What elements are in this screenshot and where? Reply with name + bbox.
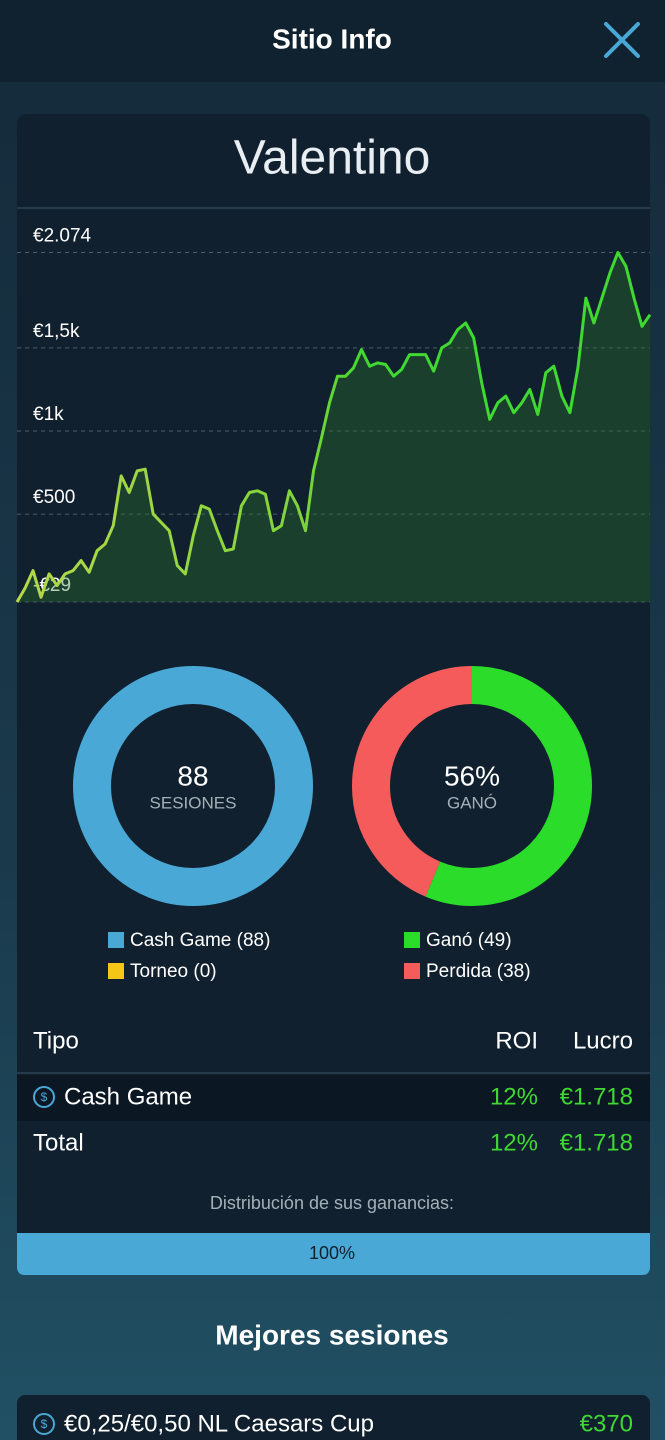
y-tick-label: €1k (33, 404, 64, 425)
total-roi: 12% (490, 1129, 538, 1156)
line-series (15, 251, 652, 603)
table-header: ROI (495, 1027, 538, 1054)
header-bar (0, 0, 665, 82)
session-name: €0,25/€0,50 NL Caesars Cup (64, 1410, 374, 1437)
profit-chart: -€29€500€1k€1,5k€2.074 (15, 226, 652, 603)
distribution-bar: 100% (17, 1233, 650, 1275)
legend-label: Ganó (49) (426, 930, 512, 951)
section-title: Mejores sesiones (215, 1319, 448, 1350)
table-header: Lucro (573, 1027, 633, 1054)
y-tick-label: €2.074 (33, 226, 92, 247)
distribution-value: 100% (309, 1243, 355, 1263)
y-tick-label: €500 (33, 487, 75, 508)
info-card (17, 114, 650, 1275)
total-profit: €1.718 (560, 1129, 633, 1156)
donut-center-value: 56% (444, 760, 500, 791)
header-title: Sitio Info (272, 23, 392, 54)
session-card[interactable] (17, 1395, 650, 1440)
legend-label: Torneo (0) (130, 961, 217, 982)
legend-label: Perdida (38) (426, 961, 531, 982)
dollar-icon (33, 1086, 55, 1108)
line-area (17, 252, 650, 602)
table-row (17, 1075, 650, 1121)
dollar-icon-glyph: $ (41, 1417, 48, 1431)
dollar-icon (33, 1413, 55, 1435)
legend-swatch (404, 963, 420, 979)
row-profit: €1.718 (560, 1083, 633, 1110)
close-button[interactable] (604, 22, 640, 58)
donut-center-label: GANÓ (447, 793, 497, 812)
session-amount: €370 (580, 1410, 633, 1437)
table-header: Tipo (33, 1027, 79, 1054)
row-roi: 12% (490, 1083, 538, 1110)
legend-label: Cash Game (88) (130, 930, 270, 951)
legend-swatch (108, 963, 124, 979)
donut-center-value: 88 (177, 760, 208, 791)
donut-center-label: SESIONES (150, 793, 237, 812)
row-type: Cash Game (64, 1083, 192, 1110)
distribution-fill (17, 1233, 650, 1275)
dollar-icon-glyph: $ (41, 1090, 48, 1104)
y-tick-label: €1,5k (33, 321, 80, 342)
player-name: Valentino (234, 132, 431, 185)
donut-segment (352, 666, 592, 906)
legend-swatch (108, 932, 124, 948)
total-label: Total (33, 1129, 84, 1156)
donut-charts: 88 SESIONES Cash Game (88) Torneo (0) 56% GAN… (73, 666, 592, 982)
donut-segment (73, 666, 313, 906)
distribution-label: Distribución de sus ganancias: (210, 1193, 454, 1213)
legend-swatch (404, 932, 420, 948)
